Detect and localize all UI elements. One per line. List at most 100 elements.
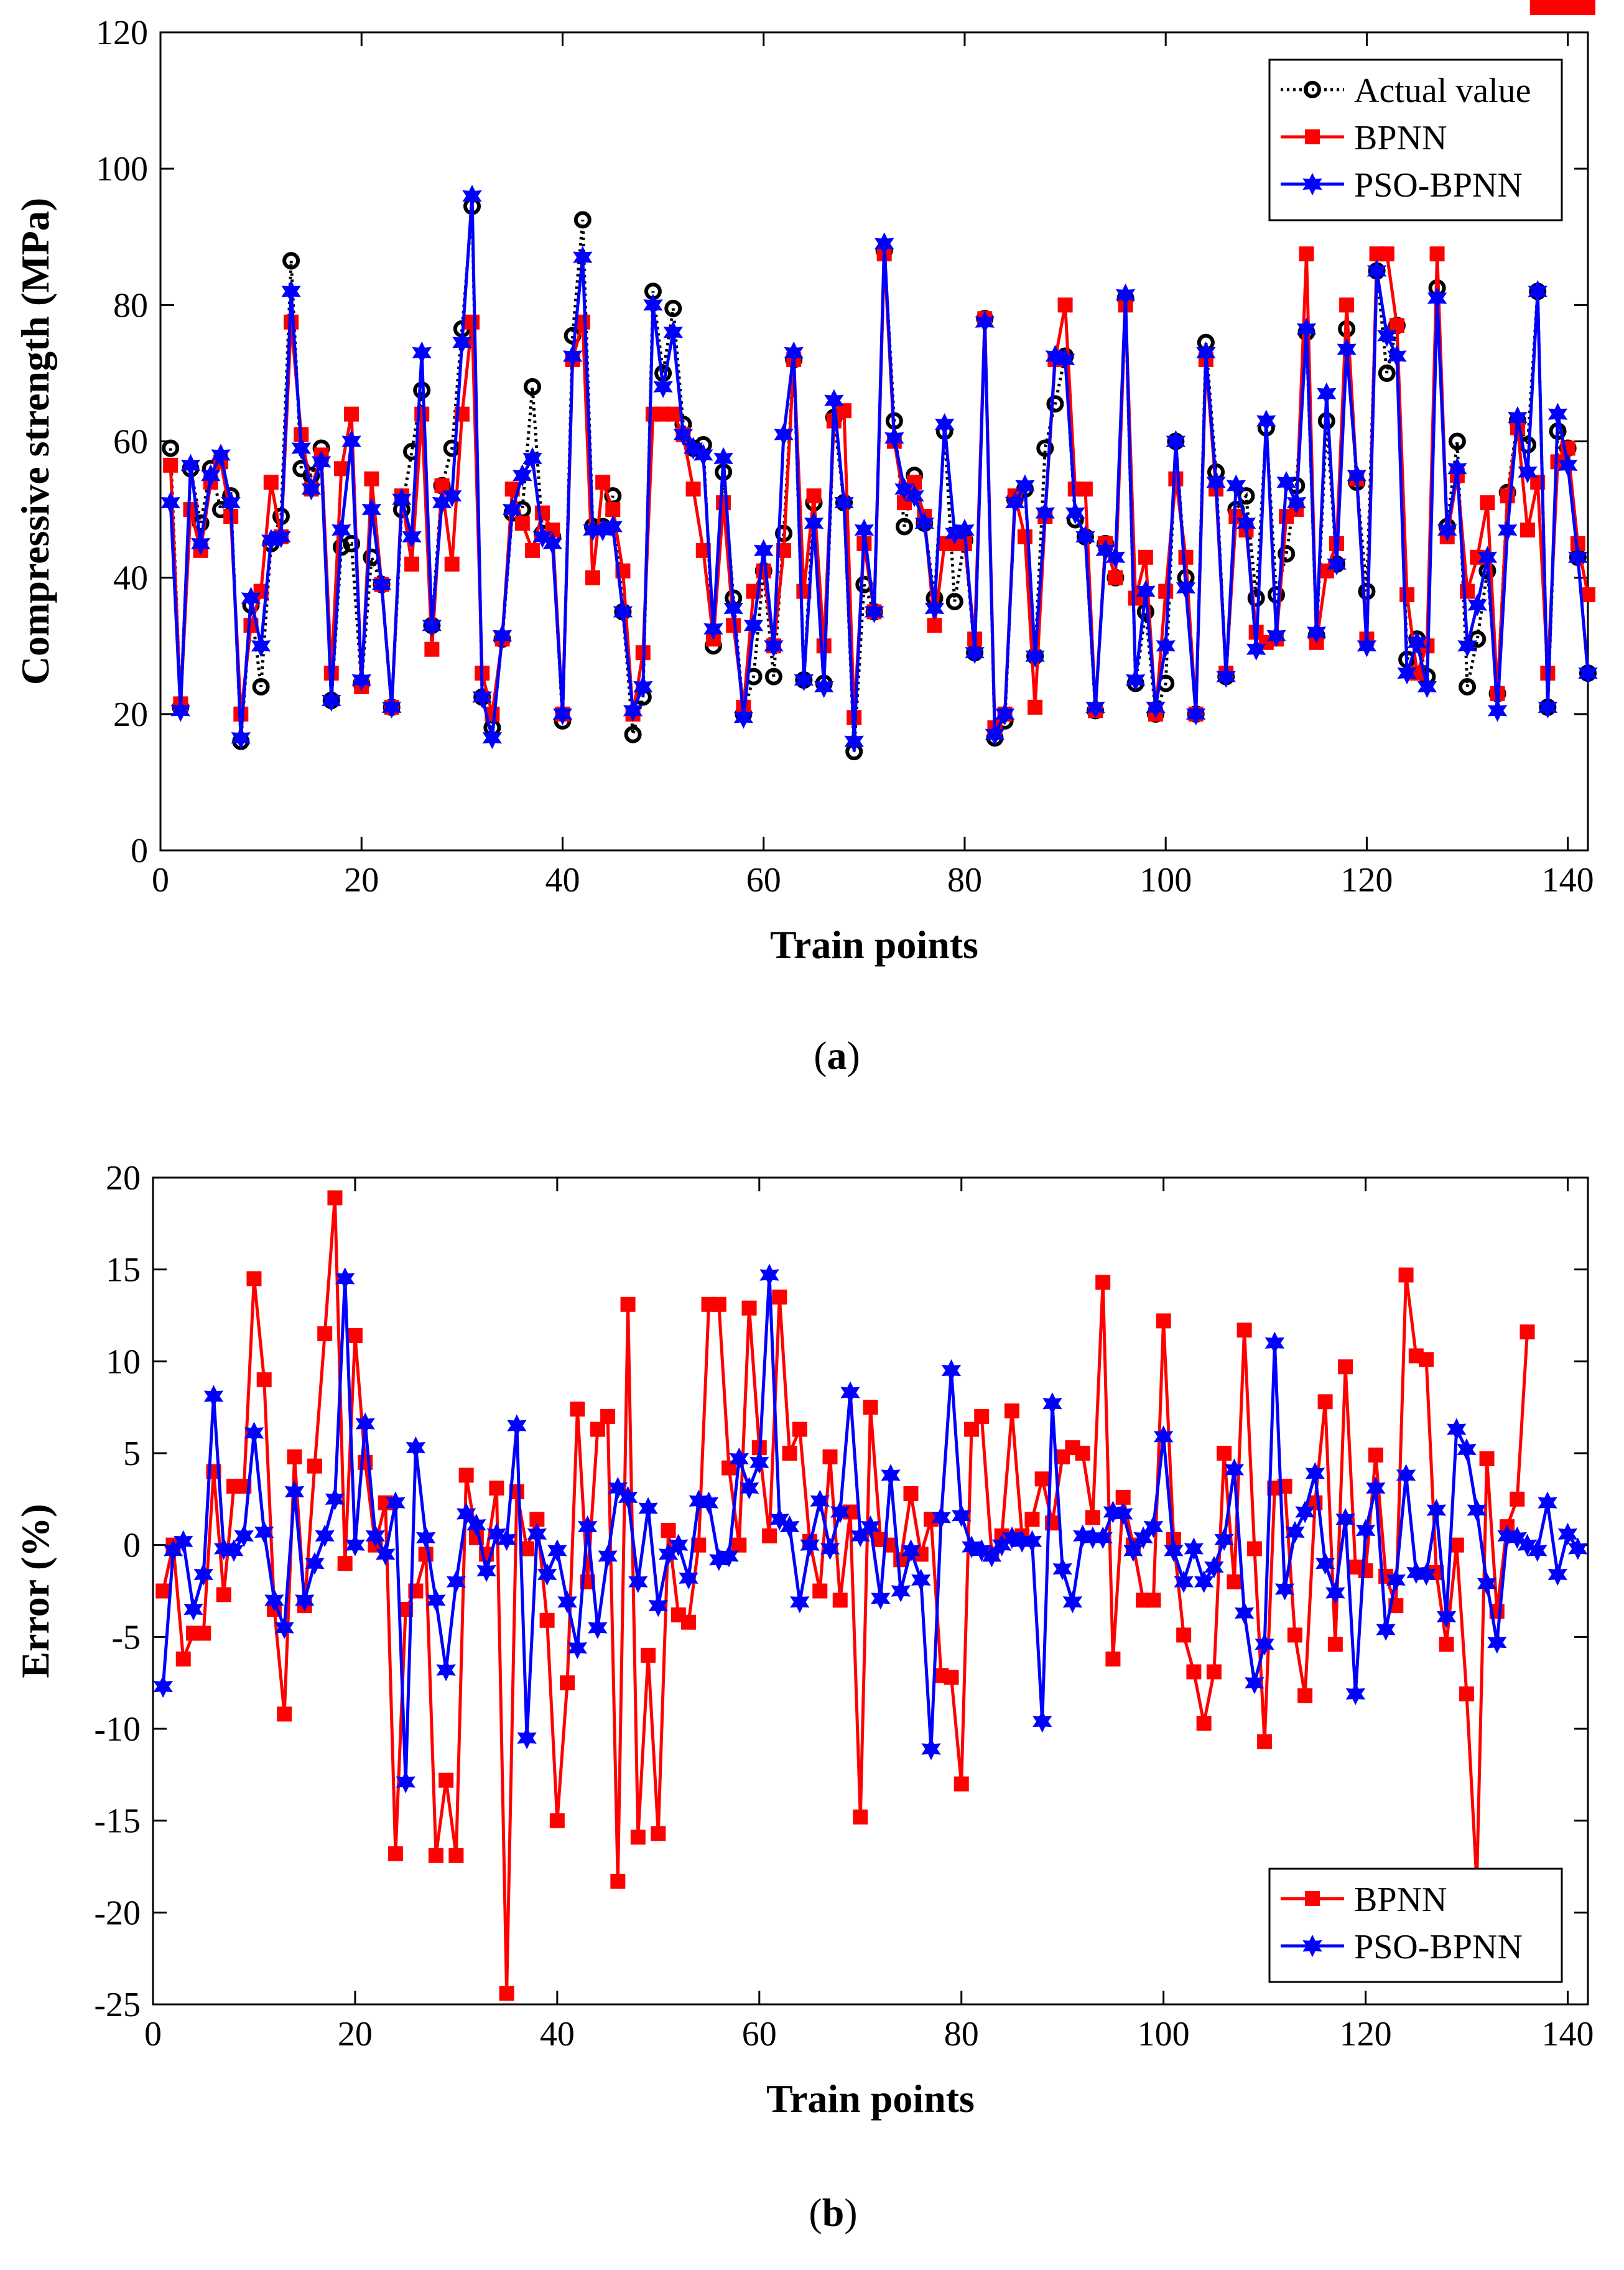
point-pso-bpnn xyxy=(1426,1499,1446,1522)
point-pso-bpnn xyxy=(1196,341,1216,365)
point-pso-bpnn xyxy=(1005,491,1025,514)
point-bpnn xyxy=(1217,1446,1232,1461)
point-pso-bpnn xyxy=(633,675,653,699)
point-pso-bpnn xyxy=(1264,1331,1285,1354)
point-bpnn xyxy=(630,1830,646,1845)
point-pso-bpnn xyxy=(719,1545,739,1568)
point-pso-bpnn xyxy=(1396,1464,1416,1487)
y-tick-label: 15 xyxy=(106,1251,141,1290)
point-pso-bpnn xyxy=(613,600,633,623)
point-pso-bpnn xyxy=(794,668,814,692)
point-pso-bpnn xyxy=(295,1589,315,1612)
point-pso-bpnn xyxy=(955,518,975,542)
point-pso-bpnn xyxy=(562,345,583,368)
point-pso-bpnn xyxy=(281,280,301,303)
point-bpnn xyxy=(605,502,621,518)
point-bpnn xyxy=(681,1614,697,1630)
y-tick-label: 40 xyxy=(113,559,148,598)
point-pso-bpnn xyxy=(1457,635,1477,658)
point-pso-bpnn xyxy=(598,1545,618,1568)
point-pso-bpnn xyxy=(894,478,914,501)
point-pso-bpnn xyxy=(1022,1530,1042,1553)
point-bpnn xyxy=(782,1446,797,1461)
point-bpnn xyxy=(514,516,530,531)
point-bpnn xyxy=(1299,246,1314,262)
point-pso-bpnn xyxy=(669,1533,689,1556)
point-pso-bpnn xyxy=(754,539,774,562)
point-pso-bpnn xyxy=(301,478,322,501)
point-bpnn xyxy=(954,1776,969,1792)
point-pso-bpnn xyxy=(623,699,643,722)
point-pso-bpnn xyxy=(160,491,180,514)
x-tick-label: 0 xyxy=(152,861,169,900)
point-bpnn xyxy=(792,1421,807,1437)
legend-swatch-marker xyxy=(1302,172,1322,196)
point-pso-bpnn xyxy=(628,1570,648,1593)
point-pso-bpnn xyxy=(446,1570,466,1593)
x-axis-label: Train points xyxy=(770,923,978,967)
point-actual-value xyxy=(1247,589,1265,607)
point-bpnn xyxy=(1156,1313,1171,1329)
point-pso-bpnn xyxy=(254,1520,274,1544)
point-pso-bpnn xyxy=(901,1539,921,1562)
point-actual-value xyxy=(523,378,541,396)
point-pso-bpnn xyxy=(386,1491,406,1514)
point-bpnn xyxy=(337,1556,353,1571)
legend-item-bpnn: BPNN xyxy=(1281,119,1447,157)
point-pso-bpnn xyxy=(305,1552,325,1575)
point-bpnn xyxy=(1338,1359,1353,1375)
point-pso-bpnn xyxy=(975,310,995,333)
point-pso-bpnn xyxy=(921,1737,941,1761)
legend-swatch-marker xyxy=(1305,1891,1320,1906)
point-bpnn xyxy=(685,481,701,497)
point-pso-bpnn xyxy=(1498,518,1518,542)
point-pso-bpnn xyxy=(1015,474,1035,497)
point-bpnn xyxy=(1178,549,1194,565)
point-pso-bpnn xyxy=(1174,1570,1194,1593)
point-pso-bpnn xyxy=(517,1726,537,1749)
point-pso-bpnn xyxy=(1115,283,1136,307)
point-pso-bpnn xyxy=(1416,1563,1436,1586)
x-tick-label: 120 xyxy=(1340,861,1393,900)
point-pso-bpnn xyxy=(1266,624,1286,647)
y-tick-label: 5 xyxy=(123,1435,141,1473)
point-pso-bpnn xyxy=(1568,1537,1588,1560)
point-pso-bpnn xyxy=(739,1476,759,1500)
x-tick-label: 80 xyxy=(944,2015,979,2054)
point-pso-bpnn xyxy=(1447,1418,1467,1441)
x-tick-label: 20 xyxy=(344,861,379,900)
point-pso-bpnn xyxy=(201,464,221,487)
point-pso-bpnn xyxy=(507,1414,527,1437)
point-pso-bpnn xyxy=(914,511,934,535)
point-pso-bpnn xyxy=(663,321,683,344)
point-pso-bpnn xyxy=(1166,430,1186,453)
point-bpnn xyxy=(1057,297,1073,313)
point-pso-bpnn xyxy=(264,1589,284,1612)
y-tick-label: -25 xyxy=(94,1986,141,2024)
point-pso-bpnn xyxy=(183,1598,203,1621)
point-bpnn xyxy=(424,641,440,657)
point-pso-bpnn xyxy=(375,1543,396,1566)
x-tick-label: 120 xyxy=(1340,2015,1392,2054)
x-tick-label: 140 xyxy=(1542,861,1594,900)
point-bpnn xyxy=(1480,495,1495,511)
point-bpnn xyxy=(1460,584,1475,599)
point-bpnn xyxy=(1580,0,1595,15)
point-actual-value xyxy=(1036,439,1054,457)
point-pso-bpnn xyxy=(274,1616,294,1639)
point-pso-bpnn xyxy=(532,525,552,549)
point-pso-bpnn xyxy=(462,184,482,208)
x-tick-label: 100 xyxy=(1139,861,1192,900)
point-bpnn xyxy=(806,488,822,504)
point-bpnn xyxy=(404,556,420,572)
point-pso-bpnn xyxy=(224,1539,244,1562)
caption-b: (b) xyxy=(809,2190,857,2235)
point-bpnn xyxy=(762,1528,777,1543)
y-tick-label: -5 xyxy=(111,1618,141,1657)
point-bpnn xyxy=(1108,570,1123,585)
point-bpnn xyxy=(741,1300,757,1316)
point-actual-value xyxy=(343,534,361,552)
point-pso-bpnn xyxy=(315,1524,335,1548)
point-bpnn xyxy=(448,1848,464,1863)
point-pso-bpnn xyxy=(804,511,824,535)
